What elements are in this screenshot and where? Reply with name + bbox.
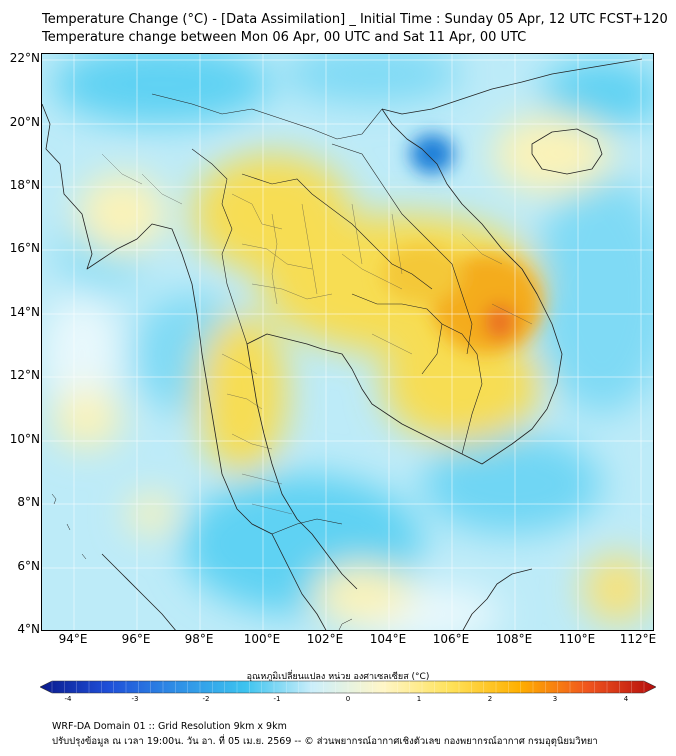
field-cold-nw [52, 54, 272, 124]
lon-label: 102°E [306, 632, 344, 646]
colorbar-ticks [51, 681, 645, 693]
field-mild-se [582, 554, 652, 624]
lat-label: 4°N [17, 622, 40, 636]
lon-label: 98°E [184, 632, 214, 646]
coast-gulf-top [246, 333, 353, 370]
coast-vietnam-south [461, 248, 563, 465]
coast-andaman-peninsula [196, 313, 327, 630]
colorbar-tick-label: -4 [64, 695, 72, 703]
field-mild-andaman [52, 389, 122, 449]
coast-hainan [531, 128, 603, 175]
field-warm-peninsula [197, 314, 287, 474]
lon-label: 108°E [495, 632, 533, 646]
field-cold-core [410, 134, 454, 174]
field-warm-core-2 [382, 244, 462, 304]
coast-gulf-east [351, 368, 463, 455]
coast-gulf-west [246, 343, 358, 590]
coastlines [42, 58, 643, 630]
temperature-field-core [382, 134, 542, 354]
coast-gulf-tonkin [381, 58, 643, 115]
border-thai-laos [241, 173, 433, 290]
colorbar-label: อุณหภูมิเปลี่ยนแปลง หน่วย องศาเซลเซียส (… [246, 672, 430, 682]
colorbar-tick-label: 3 [552, 695, 558, 703]
colorbar-tick-label: -1 [273, 695, 281, 703]
field-cold-se [422, 434, 602, 534]
border-china-north [151, 93, 383, 140]
colorbar-tick-label: 1 [416, 695, 422, 703]
lat-label: 20°N [9, 115, 40, 129]
border-thai-malaysia [271, 518, 343, 535]
lat-label: 14°N [9, 305, 40, 319]
map-canvas [42, 54, 653, 630]
lat-label: 12°N [9, 368, 40, 382]
colorbar-tick-label: -3 [131, 695, 139, 703]
footer-credit: ปรับปรุงข้อมูล ณ เวลา 19:00น. วัน อา. ที… [52, 736, 598, 747]
lat-label: 22°N [9, 51, 40, 65]
field-mild-myanmar [77, 174, 167, 254]
field-mild-sw2 [127, 494, 177, 534]
colorbar [40, 680, 656, 694]
graticule [42, 54, 653, 630]
field-cold-n [282, 54, 462, 104]
lon-label: 112°E [619, 632, 657, 646]
colorbar-tick-label: -2 [202, 695, 210, 703]
lat-label: 16°N [9, 241, 40, 255]
islands [51, 493, 353, 630]
provincial-borders [101, 153, 533, 515]
field-hot-core [485, 304, 515, 340]
colorbar-tick-label: 0 [345, 695, 351, 703]
coast-myanmar-west [42, 103, 198, 315]
coast-vietnam-north [381, 108, 503, 250]
map-title: Temperature Change (°C) - [Data Assimila… [42, 12, 668, 27]
field-cold-ne [542, 59, 653, 129]
lat-label: 10°N [9, 432, 40, 446]
temperature-change-map [41, 53, 654, 631]
colorbar-tick-label: 4 [623, 695, 629, 703]
border-thai-cambodia [351, 293, 443, 375]
field-neutral-w [42, 294, 122, 414]
coast-sumatra [101, 553, 176, 630]
lon-label: 96°E [121, 632, 151, 646]
border-cambodia-vietnam [441, 323, 483, 455]
lat-label: 18°N [9, 178, 40, 192]
field-mild-hainan [492, 114, 612, 194]
field-warm-cambodia [382, 324, 542, 444]
colorbar-tick-label: 2 [487, 695, 493, 703]
lon-label: 100°E [243, 632, 281, 646]
lat-label: 6°N [17, 559, 40, 573]
colorbar-bar [40, 680, 656, 694]
lon-label: 104°E [369, 632, 407, 646]
lon-label: 110°E [558, 632, 596, 646]
field-mild-south [312, 564, 412, 624]
map-subtitle: Temperature change between Mon 06 Apr, 0… [42, 30, 527, 45]
lon-label: 94°E [58, 632, 88, 646]
border-laos-vietnam [331, 143, 473, 355]
footer-model-info: WRF-DA Domain 01 :: Grid Resolution 9km … [52, 721, 287, 732]
lon-label: 106°E [432, 632, 470, 646]
country-borders [151, 93, 483, 535]
border-thai-myanmar [191, 148, 248, 345]
lat-label: 8°N [17, 495, 40, 509]
coast-borneo [462, 568, 533, 630]
